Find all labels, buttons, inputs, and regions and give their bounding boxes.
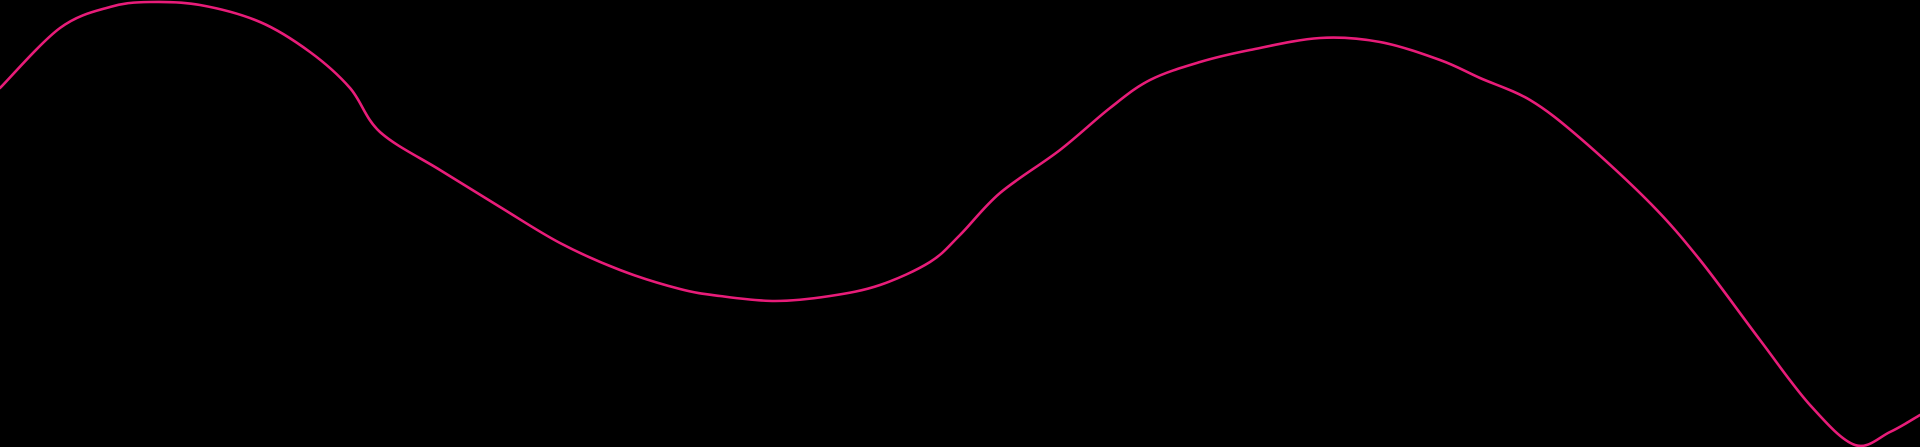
- wave-chart-svg: [0, 0, 1920, 447]
- wave-line-series: [0, 0, 1920, 447]
- chart-background: [0, 0, 1920, 447]
- waveform-canvas: [0, 0, 1920, 447]
